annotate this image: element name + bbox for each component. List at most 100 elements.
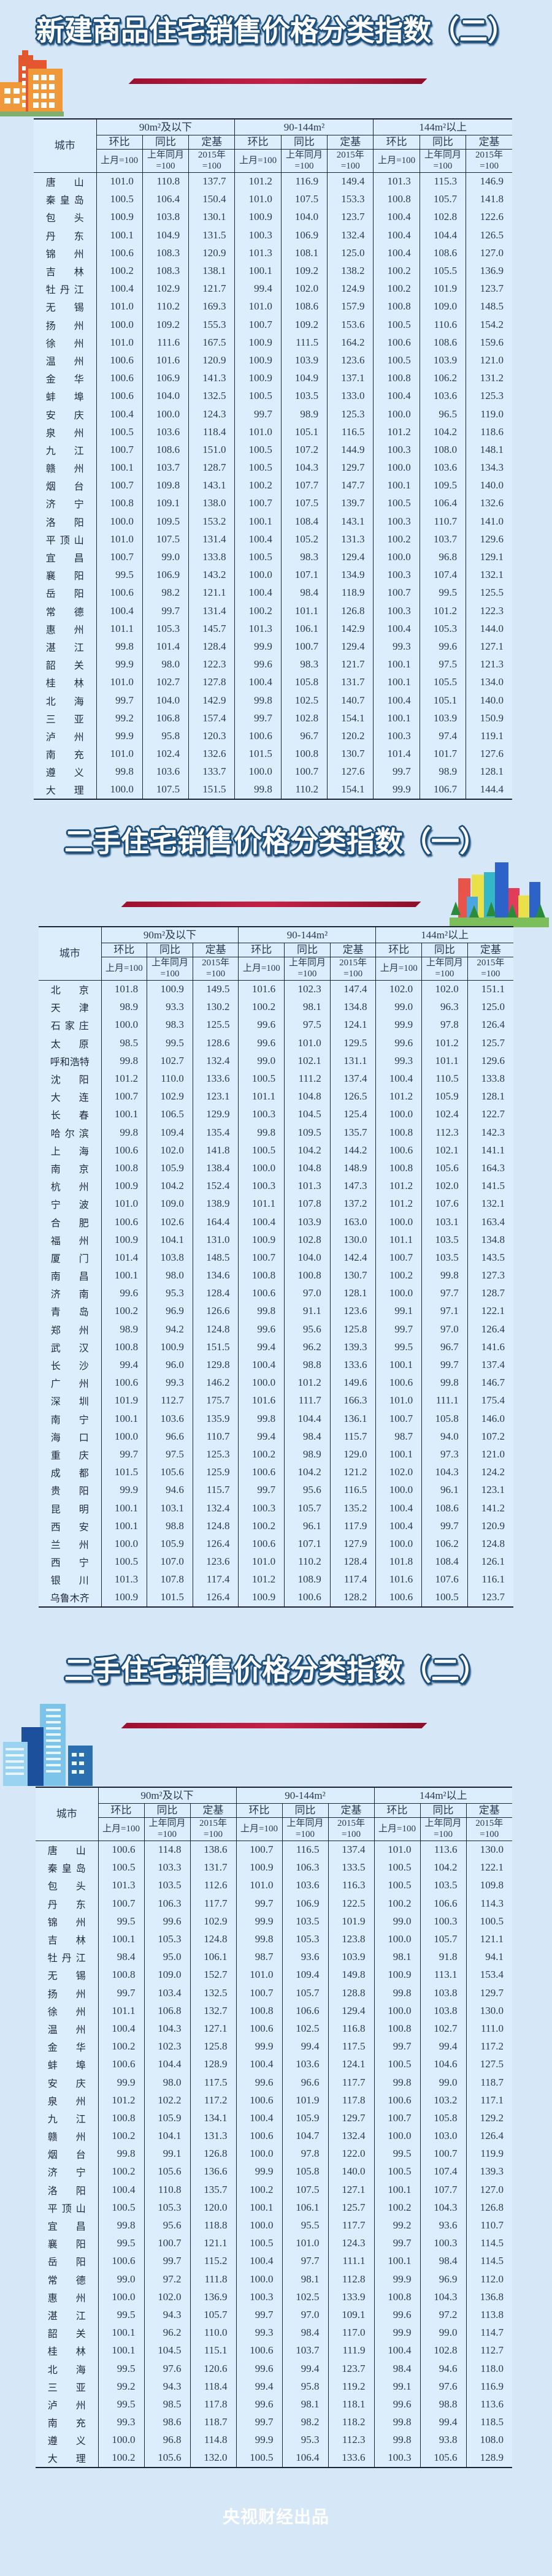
- city-cell: 天津: [39, 998, 101, 1016]
- index-value-cell: 121.1: [188, 583, 235, 602]
- index-value-cell: 101.2: [238, 1570, 285, 1589]
- index-value-cell: 100.7: [96, 548, 143, 566]
- index-value-cell: 123.8: [328, 1930, 374, 1948]
- index-value-cell: 98.3: [147, 1016, 193, 1035]
- index-value-cell: 98.9: [101, 998, 147, 1016]
- city-name: 合肥: [50, 1217, 89, 1229]
- index-value-cell: 141.1: [467, 1141, 513, 1160]
- index-value-cell: 100.7: [374, 2109, 420, 2127]
- index-value-cell: 103.1: [421, 1212, 468, 1231]
- index-value-cell: 142.9: [327, 620, 374, 638]
- index-value-cell: 100.8: [96, 494, 143, 513]
- index-value-cell: 103.6: [419, 458, 466, 477]
- city-name: 泉州: [45, 427, 84, 439]
- index-value-cell: 105.7: [284, 1499, 331, 1518]
- index-value-cell: 110.8: [144, 2181, 190, 2199]
- index-value-cell: 133.7: [188, 762, 235, 781]
- base-header: 上月=100: [374, 1817, 421, 1841]
- metric-header: 定基: [467, 942, 513, 957]
- index-value-cell: 98.1: [284, 998, 331, 1016]
- index-value-cell: 129.7: [466, 1984, 512, 2002]
- index-value-cell: 127.1: [328, 2181, 374, 2199]
- base-header: 2015年=100: [466, 148, 512, 173]
- index-value-cell: 104.3: [144, 2019, 190, 2038]
- index-value-cell: 100.7: [280, 637, 328, 656]
- city-cell: 赣州: [36, 2127, 98, 2145]
- index-value-cell: 100.8: [375, 1159, 422, 1177]
- index-value-cell: 148.5: [466, 297, 512, 316]
- metric-header: 环比: [236, 1803, 283, 1818]
- index-value-cell: 134.1: [190, 2109, 236, 2127]
- index-value-cell: 117.7: [328, 2216, 374, 2235]
- index-value-cell: 105.7: [282, 1984, 328, 2002]
- table-row: 湛江 99.5 94.3 105.7 99.7 97.0 109.1 99.6 97.2 113.…: [36, 2306, 512, 2324]
- index-value-cell: 133.6: [328, 2449, 374, 2469]
- index-value-cell: 105.8: [420, 2109, 466, 2127]
- index-value-cell: 152.7: [190, 1966, 236, 1984]
- index-value-cell: 101.2: [375, 1087, 422, 1106]
- index-value-cell: 107.8: [147, 1570, 193, 1589]
- index-value-cell: 138.9: [192, 1195, 239, 1213]
- index-value-cell: 102.3: [144, 2037, 190, 2056]
- index-value-cell: 99.8: [234, 691, 282, 710]
- index-value-cell: 126.5: [329, 1087, 376, 1106]
- index-value-cell: 96.6: [147, 1427, 193, 1446]
- base-header: 2015年=100: [328, 1817, 375, 1841]
- city-cell: 兰州: [39, 1535, 101, 1552]
- index-value-cell: 109.1: [142, 494, 189, 513]
- index-value-cell: 99.9: [101, 1481, 147, 1499]
- index-value-cell: 100.0: [101, 1427, 147, 1446]
- index-value-cell: 106.1: [282, 2198, 328, 2217]
- city-name: 重庆: [50, 1449, 89, 1461]
- index-value-cell: 102.1: [421, 1141, 468, 1160]
- index-value-cell: 131.4: [188, 602, 235, 620]
- index-value-cell: 112.3: [328, 2431, 374, 2449]
- index-value-cell: 106.9: [142, 369, 189, 387]
- city-name: 乌鲁木齐: [50, 1592, 90, 1605]
- index-value-cell: 130.0: [329, 1231, 376, 1249]
- metric-header: 环比: [101, 942, 148, 957]
- index-value-cell: 99.2: [96, 709, 143, 728]
- index-value-cell: 109.0: [144, 1966, 190, 1984]
- city-name: 北京: [50, 984, 89, 997]
- index-value-cell: 101.3: [373, 172, 420, 191]
- index-value-cell: 147.3: [329, 1177, 376, 1195]
- city-cell: 石家庄: [39, 1016, 101, 1034]
- index-value-cell: 118.4: [188, 423, 235, 441]
- index-value-cell: 107.5: [282, 2181, 328, 2199]
- index-value-cell: 119.9: [466, 2145, 512, 2163]
- table-row: 南充 99.3 98.6 118.7 99.7 98.2 118.2 99.8 99.4 118.…: [36, 2413, 512, 2431]
- city-cell: 沈阳: [39, 1070, 101, 1087]
- index-value-cell: 116.3: [328, 1876, 374, 1895]
- city-name: 湛江: [45, 641, 84, 653]
- index-value-cell: 101.6: [238, 1391, 285, 1410]
- table-row: 九江 100.7 108.6 151.0 100.5 107.2 144.9 100.3 108…: [34, 441, 512, 459]
- index-value-cell: 101.9: [101, 1391, 147, 1410]
- index-value-cell: 110.0: [190, 2323, 236, 2342]
- table-header: 城市 90m²及以下 90-144m² 144m²以上 环比 同比 定基 环比 同比 定基 环比 同比…: [39, 926, 513, 981]
- index-value-cell: 108.4: [421, 1552, 468, 1571]
- index-value-cell: 120.9: [188, 244, 235, 262]
- index-value-cell: 138.1: [188, 262, 235, 280]
- index-value-cell: 101.6: [375, 1570, 422, 1589]
- city-name: 沈阳: [50, 1074, 89, 1086]
- index-value-cell: 100.4: [373, 208, 420, 227]
- index-value-cell: 100.0: [375, 1481, 422, 1499]
- index-value-cell: 122.3: [466, 602, 512, 620]
- index-value-cell: 100.0: [375, 1212, 422, 1231]
- table-row: 西宁 100.5 107.0 123.6 101.0 110.2 128.4 101.8 108…: [39, 1552, 513, 1571]
- index-value-cell: 101.4: [373, 745, 420, 763]
- table-row: 丹东 100.7 106.3 117.7 99.7 106.9 122.5 100.2 106.…: [36, 1894, 512, 1913]
- index-value-cell: 99.6: [375, 1034, 422, 1052]
- index-value-cell: 93.6: [282, 1948, 328, 1966]
- city-name: 包头: [47, 1880, 86, 1893]
- index-value-cell: 107.2: [467, 1427, 513, 1446]
- table-row: 蚌埠 100.6 104.0 132.5 100.5 103.5 133.0 100.4 103…: [34, 387, 512, 405]
- city-name: 宜昌: [47, 2221, 86, 2233]
- index-value-cell: 117.8: [328, 2091, 374, 2110]
- index-value-cell: 128.7: [467, 1284, 513, 1302]
- building-illustration-icon: [0, 50, 64, 116]
- index-value-cell: 106.9: [282, 1894, 328, 1913]
- index-value-cell: 105.1: [280, 423, 328, 441]
- index-value-cell: 137.2: [329, 1195, 376, 1213]
